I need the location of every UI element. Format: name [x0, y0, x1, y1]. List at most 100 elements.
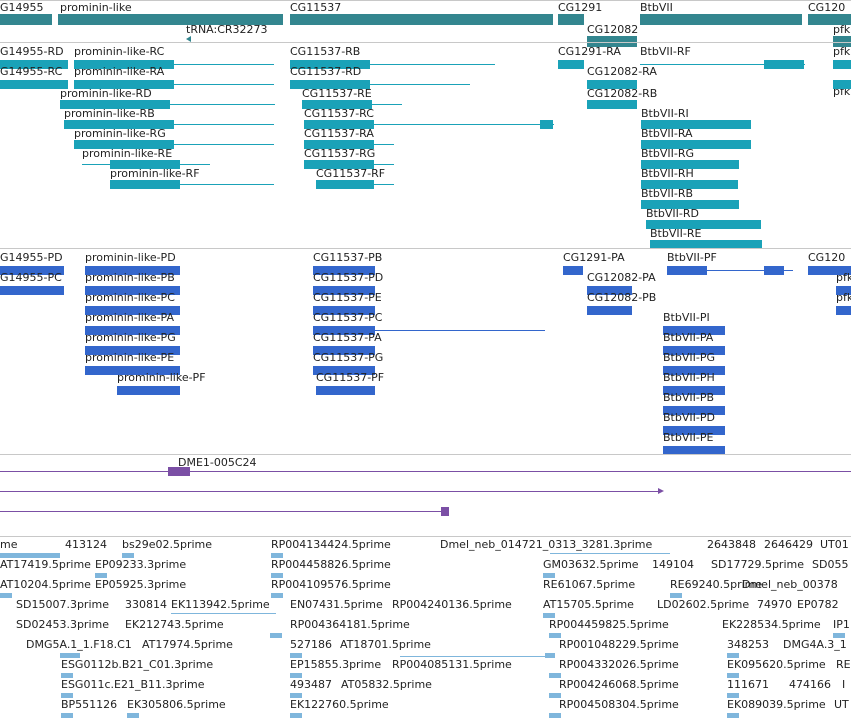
cds-label[interactable]: G14955-PD — [0, 251, 63, 264]
est-label[interactable]: SD02453.3prime — [16, 618, 109, 631]
est-label[interactable]: AT18701.5prime — [340, 638, 431, 651]
est-label[interactable]: EK113942.5prime — [171, 598, 270, 611]
est-label[interactable]: RP004459825.5prime — [549, 618, 669, 631]
gene-label[interactable]: G14955 — [0, 1, 44, 14]
est-label[interactable]: RP004109576.5prime — [271, 578, 391, 591]
cds-glyph[interactable] — [663, 326, 725, 335]
cds-label[interactable]: CG1291-PA — [563, 251, 625, 264]
est-label[interactable]: EP09233.3prime — [95, 558, 187, 571]
est-label[interactable]: SD15007.3prime — [16, 598, 109, 611]
gene-label[interactable]: CG1291 — [558, 1, 603, 14]
transcript-glyph[interactable] — [0, 60, 68, 69]
cds-glyph[interactable] — [85, 326, 180, 335]
est-label[interactable]: AT17974.5prime — [142, 638, 233, 651]
transcript-label[interactable]: prominin-like-RG — [74, 127, 166, 140]
est-glyph[interactable] — [833, 633, 845, 638]
est-label[interactable]: EK228534.5prime — [722, 618, 821, 631]
est-label[interactable]: EP0782 — [797, 598, 839, 611]
cds-label[interactable]: prominin-like-PG — [85, 331, 176, 344]
est-label[interactable]: 474166 — [789, 678, 831, 691]
est-label[interactable]: AT10204.5prime — [0, 578, 91, 591]
cds-label[interactable]: BtbVII-PE — [663, 431, 714, 444]
cds-glyph[interactable] — [663, 426, 725, 435]
gene-label[interactable]: CG120 — [808, 1, 846, 14]
cds-label[interactable]: prominin-like-PC — [85, 291, 175, 304]
est-label[interactable]: RP004364181.5prime — [290, 618, 410, 631]
est-label[interactable]: RP004134424.5prime — [271, 538, 391, 551]
cds-glyph[interactable] — [0, 286, 64, 295]
est-label[interactable]: 2646429 — [764, 538, 813, 551]
cds-glyph[interactable] — [85, 366, 180, 375]
cds-glyph[interactable] — [587, 286, 632, 295]
transcript-exon[interactable] — [74, 140, 174, 149]
insertion-glyph[interactable] — [168, 467, 190, 476]
est-label[interactable]: Dmel_neb_014721_0313_3281.3prime — [440, 538, 653, 551]
cds-glyph[interactable] — [316, 386, 375, 395]
insertion-line[interactable] — [0, 491, 660, 492]
gene-label[interactable]: pfk — [833, 23, 851, 36]
est-label[interactable]: SD17729.5prime — [711, 558, 804, 571]
transcript-glyph[interactable] — [650, 240, 762, 249]
insertion-line[interactable] — [0, 511, 448, 512]
transcript-exon[interactable] — [64, 120, 174, 129]
est-label[interactable]: me — [0, 538, 18, 551]
transcript-exon[interactable] — [641, 120, 751, 129]
transcript-label[interactable]: G14955-RD — [0, 45, 64, 58]
cds-glyph[interactable] — [313, 306, 375, 315]
gene-glyph[interactable] — [58, 14, 283, 25]
est-glyph[interactable] — [271, 553, 283, 558]
transcript-exon[interactable] — [110, 180, 180, 189]
transcript-label[interactable]: BtbVII-RI — [641, 107, 689, 120]
est-glyph[interactable] — [270, 633, 282, 638]
est-glyph[interactable] — [545, 653, 555, 658]
est-label[interactable]: RE69240.5prime — [670, 578, 763, 591]
est-glyph[interactable] — [127, 713, 139, 718]
cds-label[interactable]: prominin-like-PF — [117, 371, 206, 384]
cds-glyph[interactable] — [836, 306, 851, 315]
transcript-exon[interactable] — [540, 120, 553, 129]
transcript-exon[interactable] — [290, 60, 370, 69]
est-glyph[interactable] — [549, 693, 561, 698]
est-glyph[interactable] — [171, 613, 276, 614]
transcript-exon[interactable] — [641, 160, 739, 169]
gene-glyph[interactable] — [808, 14, 851, 25]
cds-glyph[interactable] — [117, 386, 180, 395]
est-label[interactable]: UT01 — [820, 538, 849, 551]
est-glyph[interactable] — [61, 673, 73, 678]
gene-label[interactable]: tRNA:CR32273 — [186, 23, 268, 36]
transcript-exon[interactable] — [316, 180, 374, 189]
est-label[interactable]: 493487 — [290, 678, 332, 691]
insertion-glyph[interactable] — [441, 507, 449, 516]
est-label[interactable]: EK122760.5prime — [290, 698, 389, 711]
transcript-label[interactable]: CG12082-RA — [587, 65, 657, 78]
cds-label[interactable]: pfk — [836, 271, 851, 284]
est-label[interactable]: EK095620.5prime — [727, 658, 826, 671]
cds-glyph[interactable] — [313, 326, 375, 335]
transcript-label[interactable]: CG11537-RC — [304, 107, 374, 120]
cds-label[interactable]: BtbVII-PF — [667, 251, 717, 264]
gene-glyph[interactable] — [0, 14, 52, 25]
transcript-label[interactable]: BtbVII-RG — [641, 147, 694, 160]
est-label[interactable]: SD055 — [812, 558, 849, 571]
est-label[interactable]: bs29e02.5prime — [122, 538, 213, 551]
cds-glyph[interactable] — [313, 286, 375, 295]
cds-label[interactable]: prominin-like-PA — [85, 311, 175, 324]
cds-glyph[interactable] — [85, 346, 180, 355]
transcript-glyph[interactable] — [833, 80, 851, 89]
transcript-label[interactable]: prominin-like-RC — [74, 45, 165, 58]
cds-label[interactable]: CG11537-PG — [313, 351, 384, 364]
est-glyph[interactable] — [0, 593, 12, 598]
est-glyph[interactable] — [549, 713, 561, 718]
est-label[interactable]: Dmel_neb_00378 — [742, 578, 838, 591]
cds-label[interactable]: CG12082-PA — [587, 271, 656, 284]
est-label[interactable]: BP551126 — [61, 698, 118, 711]
est-glyph[interactable] — [271, 593, 283, 598]
transcript-exon[interactable] — [290, 80, 370, 89]
cds-glyph[interactable] — [85, 286, 180, 295]
insertion-line[interactable] — [0, 471, 851, 472]
est-label[interactable]: ESG011c.E21_B11.3prime — [61, 678, 205, 691]
est-label[interactable]: AT05832.5prime — [341, 678, 432, 691]
cds-glyph[interactable] — [313, 366, 375, 375]
transcript-label[interactable]: CG11537-RB — [290, 45, 361, 58]
cds-glyph[interactable] — [563, 266, 583, 275]
